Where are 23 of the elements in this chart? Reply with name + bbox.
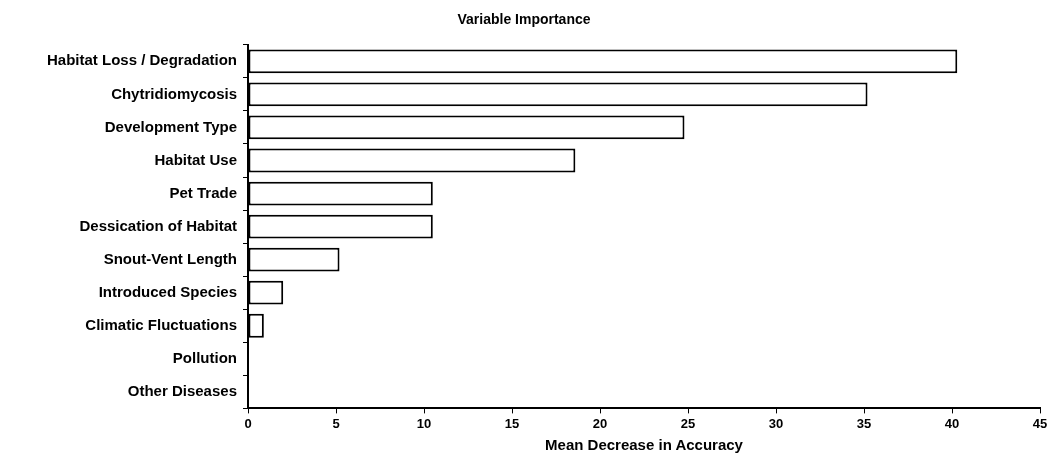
y-tick-label: Chytridiomycosis — [111, 84, 237, 102]
x-tick-label: 0 — [244, 415, 252, 431]
x-tick-label: 10 — [416, 415, 432, 431]
y-tick-label: Climatic Fluctuations — [85, 315, 237, 333]
y-tick-label: Snout-Vent Length — [103, 249, 237, 267]
x-tick-label: 45 — [1032, 415, 1048, 431]
x-tick-label: 30 — [768, 415, 784, 431]
y-tick-label: Pollution — [172, 348, 237, 366]
x-tick-label: 40 — [944, 415, 960, 431]
x-tick-label: 35 — [856, 415, 872, 431]
chart-title: Variable Importance — [457, 11, 591, 28]
x-tick-label: 25 — [680, 415, 696, 431]
y-tick-label: Introduced Species — [98, 282, 237, 300]
x-tick-label: 15 — [504, 415, 520, 431]
x-axis-title: Mean Decrease in Accuracy — [545, 436, 744, 454]
y-tick-label: Other Diseases — [127, 382, 237, 400]
y-tick-label: Dessication of Habitat — [79, 216, 237, 234]
x-tick-label: 20 — [592, 415, 608, 431]
x-tick-label: 5 — [332, 415, 340, 431]
y-tick-label: Development Type — [104, 117, 237, 135]
y-tick-label: Habitat Use — [154, 150, 237, 168]
y-tick-label: Habitat Loss / Degradation — [46, 51, 237, 69]
y-tick-label: Pet Trade — [169, 183, 237, 201]
